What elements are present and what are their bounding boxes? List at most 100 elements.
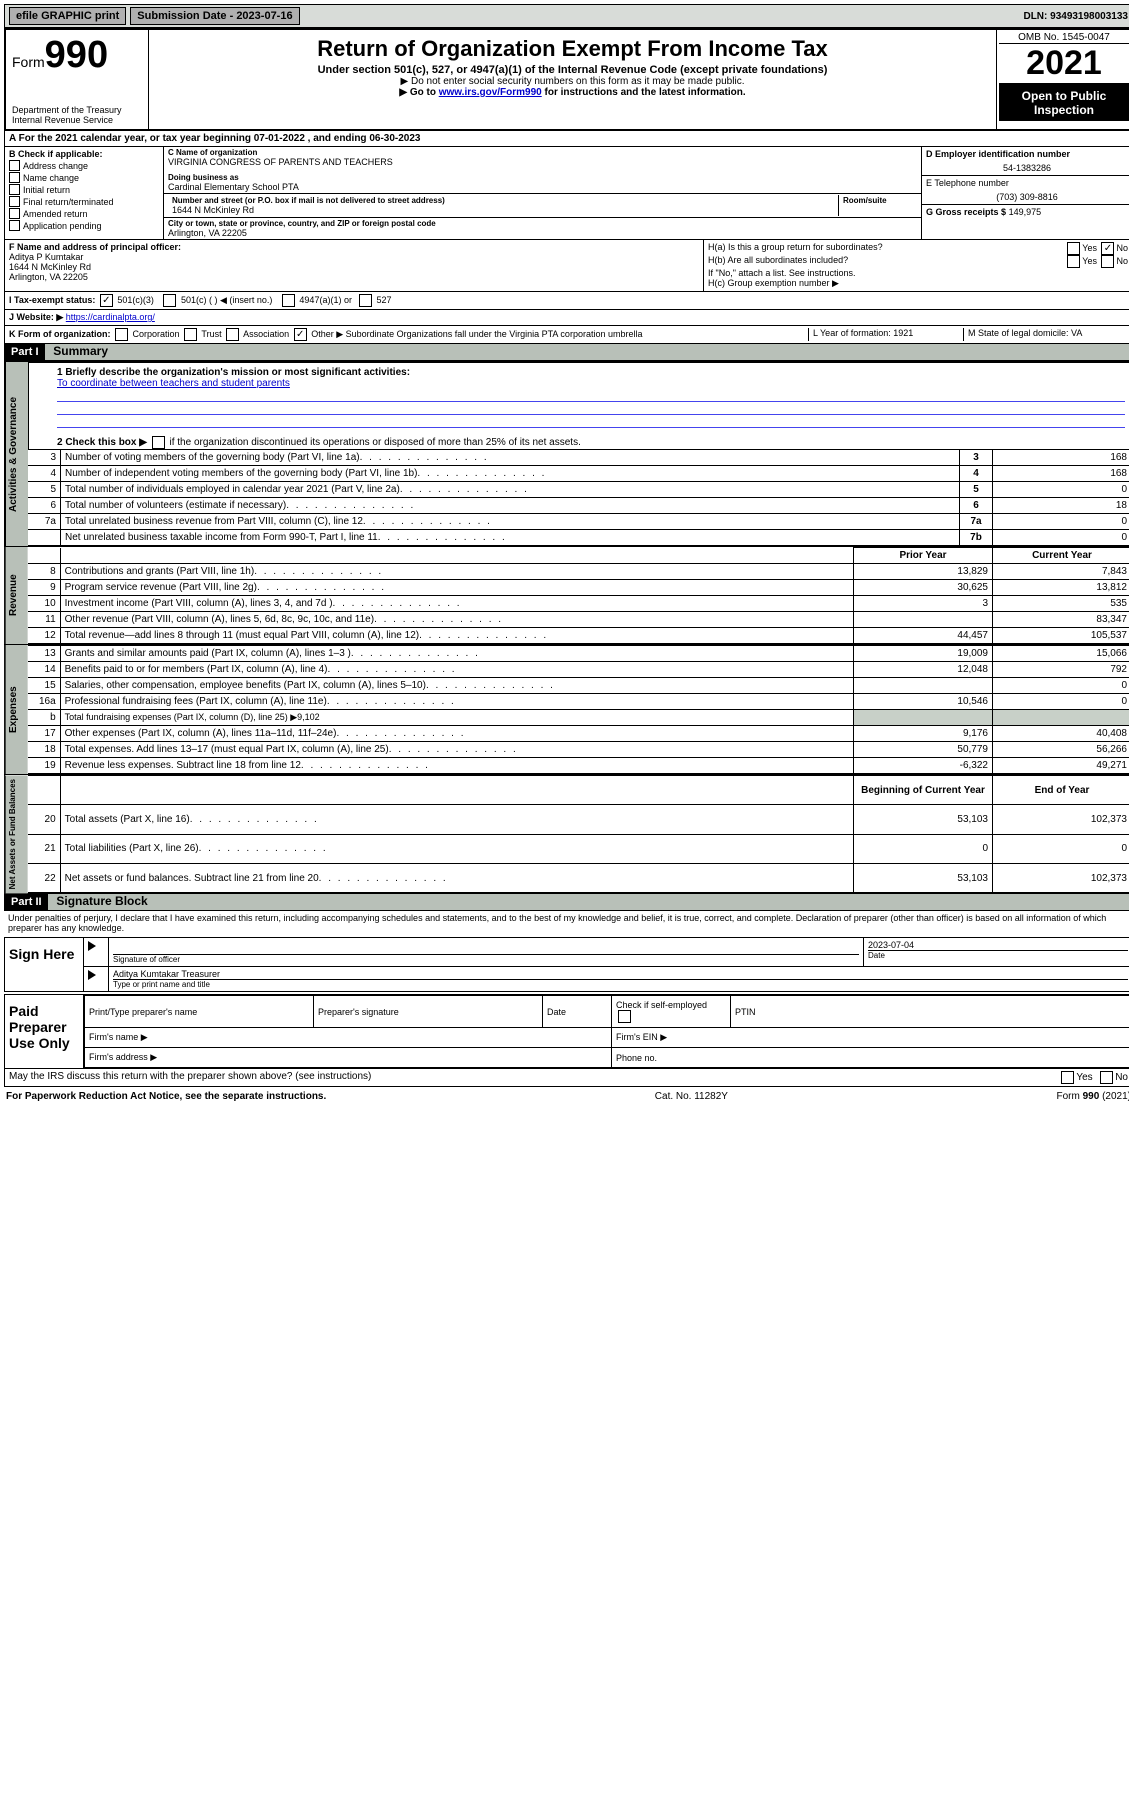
- h-cell: H(a) Is this a group return for subordin…: [703, 240, 1129, 291]
- chk-address-change[interactable]: Address change: [9, 160, 159, 171]
- top-bar: efile GRAPHIC print Submission Date - 20…: [4, 4, 1129, 28]
- year-cell: OMB No. 1545-0047 2021 Open to Public In…: [996, 30, 1129, 129]
- sig-date-value: 2023-07-04: [868, 940, 1128, 950]
- chk-app-pending[interactable]: Application pending: [9, 220, 159, 231]
- c-label: C Name of organization: [168, 148, 917, 157]
- hb-note: If "No," attach a list. See instructions…: [708, 268, 1128, 278]
- prep-date-label: Date: [543, 996, 612, 1028]
- ha-yes-checkbox[interactable]: [1067, 242, 1080, 255]
- part1-label: Part I: [5, 344, 45, 360]
- col-c-mid: C Name of organization VIRGINIA CONGRESS…: [164, 147, 921, 239]
- chk-final-return[interactable]: Final return/terminated: [9, 196, 159, 207]
- table-row: 21 Total liabilities (Part X, line 26) 0…: [28, 834, 1129, 863]
- prep-name-label: Print/Type preparer's name: [85, 996, 314, 1028]
- table-row: 22 Net assets or fund balances. Subtract…: [28, 864, 1129, 893]
- table-row: 17 Other expenses (Part IX, column (A), …: [28, 726, 1129, 742]
- paid-preparer-label: Paid Preparer Use Only: [5, 995, 84, 1068]
- city-value: Arlington, VA 22205: [168, 228, 917, 238]
- subtitle-2: ▶ Do not enter social security numbers o…: [153, 76, 992, 87]
- dba-value: Cardinal Elementary School PTA: [168, 182, 917, 192]
- q1-answer[interactable]: To coordinate between teachers and stude…: [57, 378, 290, 389]
- discuss-label: May the IRS discuss this return with the…: [9, 1071, 371, 1084]
- part1-title: Summary: [47, 342, 114, 360]
- ptin-label: PTIN: [731, 996, 1129, 1028]
- addr-label: Number and street (or P.O. box if mail i…: [172, 196, 834, 205]
- irs-link[interactable]: www.irs.gov/Form990: [439, 87, 542, 98]
- form-number-cell: Form990 Department of the Treasury Inter…: [6, 30, 149, 129]
- self-emp-checkbox[interactable]: [618, 1010, 631, 1023]
- table-row: 8 Contributions and grants (Part VIII, l…: [28, 564, 1129, 580]
- phone-label: E Telephone number: [926, 178, 1128, 188]
- q2-prefix: 2 Check this box ▶: [57, 437, 147, 448]
- row-f-h: F Name and address of principal officer:…: [4, 240, 1129, 292]
- k-trust-checkbox[interactable]: [184, 328, 197, 341]
- q2-checkbox[interactable]: [152, 436, 165, 449]
- 501c-label: 501(c) ( ) ◀ (insert no.): [181, 295, 272, 305]
- 4947-checkbox[interactable]: [282, 294, 295, 307]
- table-row: 19 Revenue less expenses. Subtract line …: [28, 758, 1129, 774]
- part2-title: Signature Block: [50, 892, 153, 910]
- org-name-row: C Name of organization VIRGINIA CONGRESS…: [164, 147, 921, 194]
- website-link[interactable]: https://cardinalpta.org/: [66, 312, 155, 322]
- sign-here-block: Sign Here Signature of officer 2023-07-0…: [4, 937, 1129, 992]
- 501c-checkbox[interactable]: [163, 294, 176, 307]
- k-other-label: Other ▶: [311, 329, 343, 339]
- k-corp-checkbox[interactable]: [115, 328, 128, 341]
- ein-label: D Employer identification number: [926, 149, 1128, 159]
- blue-line: [57, 415, 1125, 428]
- 501c3-checkbox[interactable]: ✓: [100, 294, 113, 307]
- k-label: K Form of organization:: [9, 329, 111, 339]
- prep-sig-label: Preparer's signature: [314, 996, 543, 1028]
- chk-initial-return[interactable]: Initial return: [9, 184, 159, 195]
- f-addr: 1644 N McKinley Rd: [9, 262, 699, 272]
- blue-line: [57, 402, 1125, 415]
- sig-officer-label: Signature of officer: [113, 954, 859, 964]
- 527-label: 527: [376, 295, 391, 305]
- form-number: 990: [45, 34, 108, 76]
- table-row: Beginning of Current Year End of Year: [28, 776, 1129, 805]
- yes-label: Yes: [1082, 256, 1097, 266]
- row-i: I Tax-exempt status: ✓ 501(c)(3) 501(c) …: [4, 292, 1129, 310]
- sign-here-label: Sign Here: [5, 938, 84, 991]
- col-right: D Employer identification number 54-1383…: [921, 147, 1129, 239]
- dln-label: DLN: 93493198003133: [1023, 11, 1128, 22]
- 527-checkbox[interactable]: [359, 294, 372, 307]
- paid-preparer-block: Paid Preparer Use Only Print/Type prepar…: [4, 994, 1129, 1069]
- chk-name-change[interactable]: Name change: [9, 172, 159, 183]
- submission-date-button[interactable]: Submission Date - 2023-07-16: [130, 7, 299, 25]
- table-row: 10 Investment income (Part VIII, column …: [28, 596, 1129, 612]
- ha-no-checkbox[interactable]: ✓: [1101, 242, 1114, 255]
- public-inspection: Open to Public Inspection: [999, 85, 1129, 121]
- dept-label: Department of the Treasury Internal Reve…: [12, 105, 142, 125]
- table-row: 16a Professional fundraising fees (Part …: [28, 694, 1129, 710]
- row-j: J Website: ▶ https://cardinalpta.org/: [4, 310, 1129, 326]
- dba-label: Doing business as: [168, 173, 917, 182]
- hb-yes-checkbox[interactable]: [1067, 255, 1080, 268]
- k-other-checkbox[interactable]: ✓: [294, 328, 307, 341]
- efile-print-button[interactable]: efile GRAPHIC print: [9, 7, 126, 25]
- chk-label: Amended return: [23, 209, 88, 219]
- yes-label: Yes: [1076, 1073, 1092, 1084]
- f-name: Aditya P Kumtakar: [9, 252, 699, 262]
- yes-label: Yes: [1082, 243, 1097, 253]
- hc-label: H(c) Group exemption number ▶: [708, 278, 1128, 289]
- summary-governance: Activities & Governance 1 Briefly descri…: [4, 361, 1129, 547]
- form-title: Return of Organization Exempt From Incom…: [153, 36, 992, 62]
- discuss-yes-checkbox[interactable]: [1061, 1071, 1074, 1084]
- chk-amended[interactable]: Amended return: [9, 208, 159, 219]
- table-row: 9 Program service revenue (Part VIII, li…: [28, 580, 1129, 596]
- firm-phone: Phone no.: [612, 1048, 1129, 1068]
- table-row: 6 Total number of volunteers (estimate i…: [28, 498, 1129, 514]
- firm-ein: Firm's EIN ▶: [612, 1028, 1129, 1048]
- form-header: Form990 Department of the Treasury Inter…: [4, 28, 1129, 131]
- k-assoc-checkbox[interactable]: [226, 328, 239, 341]
- tax-year: 2021: [999, 43, 1129, 85]
- check-applicable-label: B Check if applicable:: [9, 149, 159, 159]
- discuss-no-checkbox[interactable]: [1100, 1071, 1113, 1084]
- part2-label: Part II: [5, 894, 48, 910]
- hb-no-checkbox[interactable]: [1101, 255, 1114, 268]
- 501c3-label: 501(c)(3): [117, 295, 154, 305]
- arrow-icon: [88, 941, 96, 951]
- cat-no: Cat. No. 11282Y: [655, 1091, 728, 1102]
- block-b: B Check if applicable: Address change Na…: [4, 147, 1129, 240]
